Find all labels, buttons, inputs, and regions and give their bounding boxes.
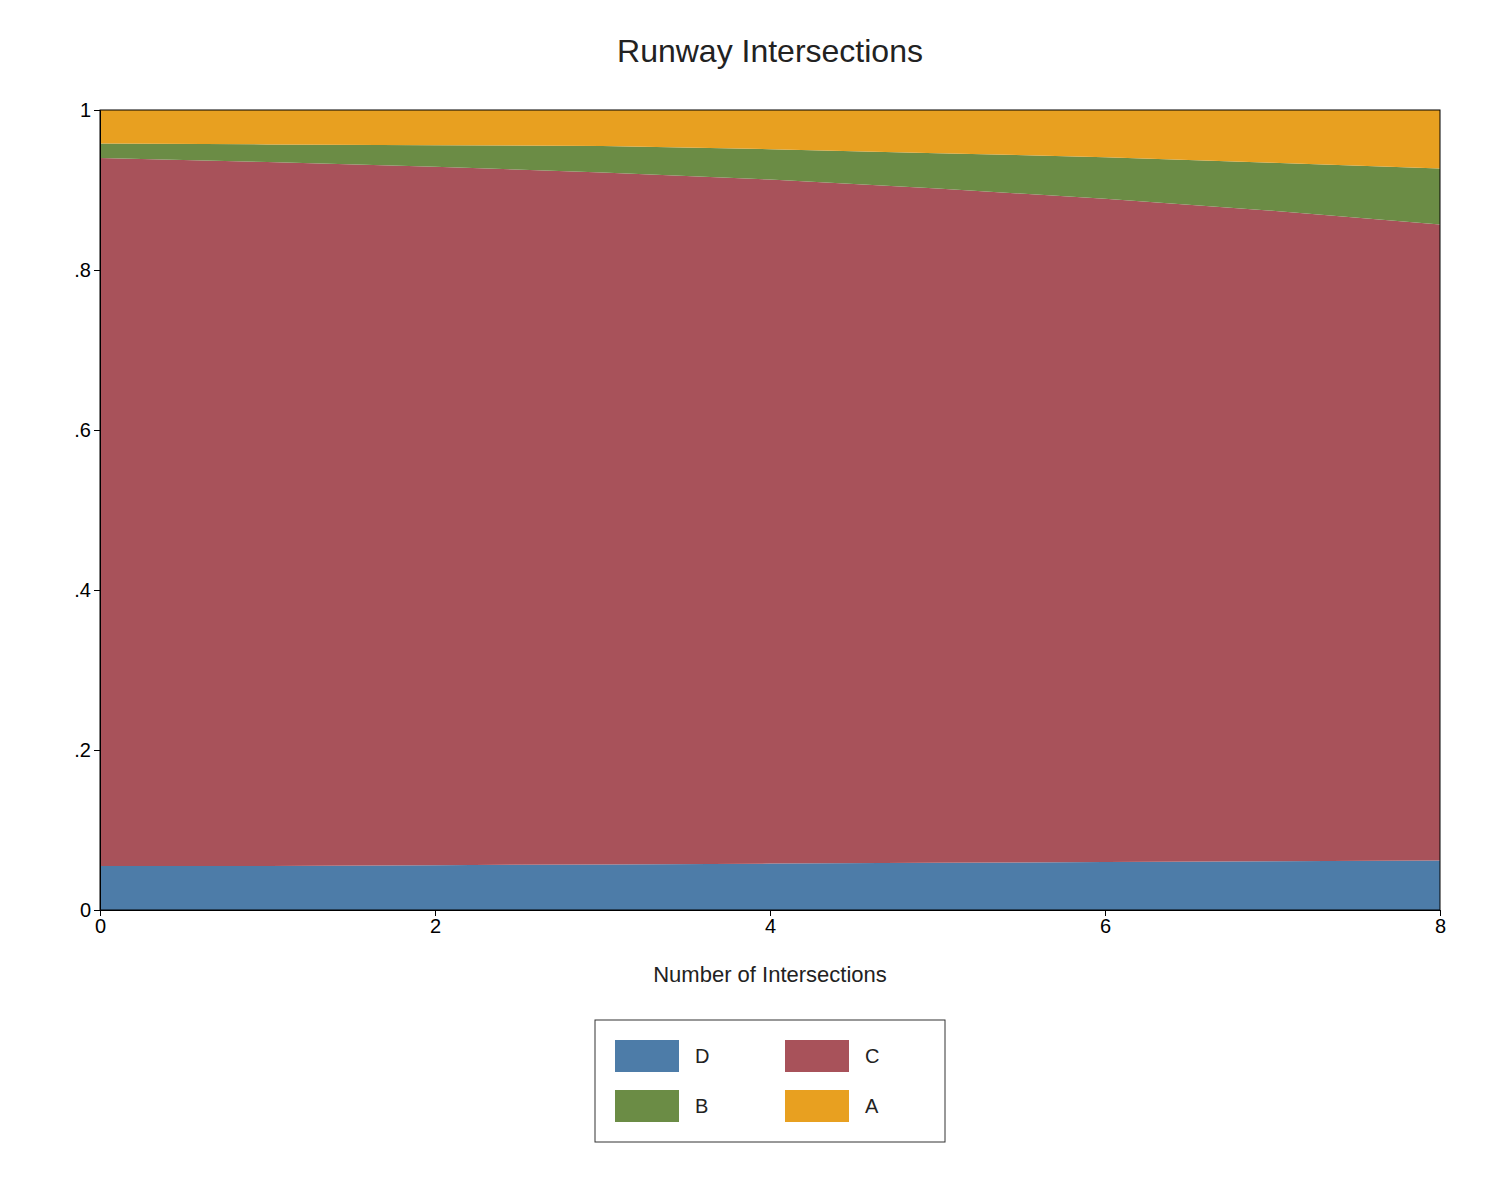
tick: .6: [74, 419, 100, 441]
tick-label: .2: [74, 739, 91, 761]
y-axis: 0 .2 .4 .6 .8 1: [74, 99, 100, 921]
plot: 0 2 4 6 8 0 .2 .4 .6 .8 1: [74, 99, 1446, 937]
tick-mark: [94, 430, 100, 431]
tick-label: 4: [765, 915, 776, 937]
tick-label: 6: [1100, 915, 1111, 937]
legend-item: B: [615, 1090, 708, 1122]
tick-label: .8: [74, 259, 91, 281]
tick: 0: [80, 899, 100, 921]
tick-label: .4: [74, 579, 91, 601]
legend-swatch: [615, 1040, 679, 1072]
x-axis: 0 2 4 6 8: [95, 910, 1446, 937]
tick: 8: [1435, 910, 1446, 937]
tick: .2: [74, 739, 100, 761]
legend: D C B A: [595, 1020, 945, 1142]
legend-label: D: [695, 1045, 709, 1067]
tick: .8: [74, 259, 100, 281]
legend-item: C: [785, 1040, 879, 1072]
legend-swatch: [785, 1090, 849, 1122]
tick-mark: [94, 910, 100, 911]
tick-label: 0: [80, 899, 91, 921]
legend-swatch: [615, 1090, 679, 1122]
legend-label: A: [865, 1095, 879, 1117]
tick-mark: [94, 590, 100, 591]
tick-label: 8: [1435, 915, 1446, 937]
chart: 0 2 4 6 8 0 .2 .4 .6 .8 1 Runway Intersections Numbe…: [0, 0, 1500, 1200]
tick-mark: [94, 750, 100, 751]
x-axis-label: Number of Intersections: [653, 962, 887, 987]
plot-frame: [100, 110, 1440, 910]
tick: 4: [765, 910, 776, 937]
data-layer: [100, 110, 1440, 910]
legend-label: C: [865, 1045, 879, 1067]
tick: .4: [74, 579, 100, 601]
legend-item: A: [785, 1090, 879, 1122]
area: [100, 110, 1440, 168]
tick: 2: [430, 910, 441, 937]
legend-frame: [595, 1020, 945, 1142]
legend-swatch: [785, 1040, 849, 1072]
area: [100, 158, 1440, 866]
tick-label: .6: [74, 419, 91, 441]
legend-label: B: [695, 1095, 708, 1117]
tick: 6: [1100, 910, 1111, 937]
legend-item: D: [615, 1040, 709, 1072]
tick-mark: [94, 110, 100, 111]
tick: 0: [95, 910, 106, 937]
tick-label: 1: [80, 99, 91, 121]
tick: 1: [80, 99, 100, 121]
tick-mark: [94, 270, 100, 271]
area: [100, 860, 1440, 910]
tick-label: 0: [95, 915, 106, 937]
title: Runway Intersections: [617, 33, 923, 69]
tick-label: 2: [430, 915, 441, 937]
